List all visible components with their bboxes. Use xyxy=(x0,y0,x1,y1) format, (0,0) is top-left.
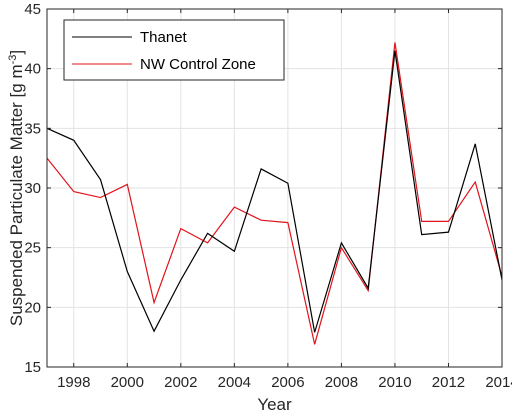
x-tick-labels: 1998 2000 2002 2004 2006 2008 2010 2012 2014 xyxy=(57,374,512,391)
legend-label-thanet: Thanet xyxy=(140,29,188,46)
x-tick-label: 1998 xyxy=(57,374,90,391)
y-axis-label-suffix: ] xyxy=(7,50,26,55)
y-axis-label-superscript: -3 xyxy=(7,55,19,65)
x-tick-label: 2014 xyxy=(485,374,512,391)
legend-label-nw-control-zone: NW Control Zone xyxy=(140,56,256,73)
x-tick-label: 2002 xyxy=(164,374,197,391)
grid xyxy=(47,8,503,368)
y-tick-label: 35 xyxy=(24,120,41,137)
y-tick-label: 40 xyxy=(24,61,41,78)
x-axis-label: Year xyxy=(257,395,292,414)
y-tick-label: 15 xyxy=(24,359,41,376)
y-tick-label: 45 xyxy=(24,1,41,18)
y-tick-label: 30 xyxy=(24,180,41,197)
series-line-nw-control-zone xyxy=(46,42,503,345)
x-tick-label: 2004 xyxy=(218,374,251,391)
x-tick-label: 2000 xyxy=(111,374,144,391)
series-lines xyxy=(46,42,503,345)
series-line-thanet xyxy=(46,50,503,333)
y-tick-labels: 15 20 25 30 35 40 45 xyxy=(24,1,41,376)
y-axis-label: Suspended Particulate Matter [g m-3] xyxy=(7,50,26,326)
y-tick-label: 20 xyxy=(24,299,41,316)
y-tick-label: 25 xyxy=(24,240,41,257)
x-tick-label: 2008 xyxy=(325,374,358,391)
x-tick-label: 2006 xyxy=(271,374,304,391)
x-tick-label: 2010 xyxy=(378,374,411,391)
y-axis-label-main: Suspended Particulate Matter [g m xyxy=(7,64,26,326)
x-tick-label: 2012 xyxy=(432,374,465,391)
legend-box xyxy=(63,19,285,81)
legend: Thanet NW Control Zone xyxy=(63,19,285,81)
tick-marks xyxy=(47,8,503,368)
